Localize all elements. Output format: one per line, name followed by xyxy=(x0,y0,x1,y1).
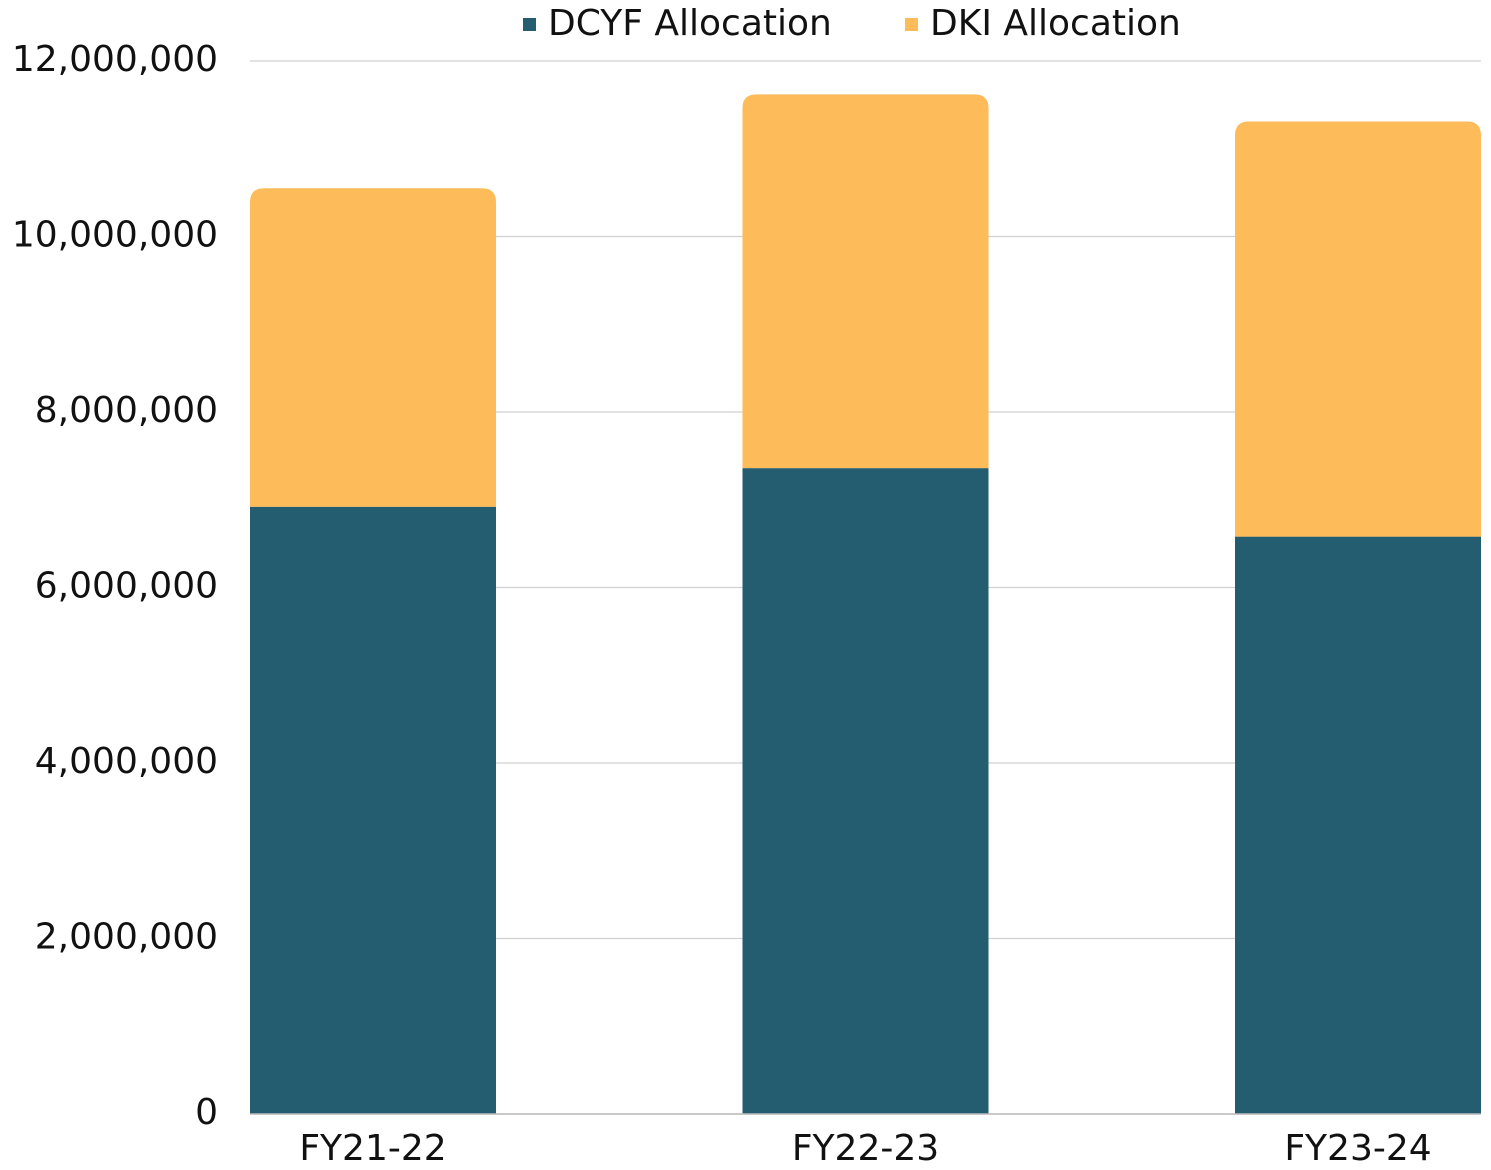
y-tick-label: 4,000,000 xyxy=(35,741,218,782)
bar-segment xyxy=(742,468,989,1114)
legend-label: DKI Allocation xyxy=(930,3,1181,44)
y-tick-label: 2,000,000 xyxy=(35,917,218,958)
bar-segment xyxy=(1235,536,1481,1114)
bar-segment xyxy=(250,188,496,507)
y-tick-label: 8,000,000 xyxy=(35,390,218,431)
bar-segment xyxy=(250,506,496,1114)
y-tick-label: 10,000,000 xyxy=(12,215,218,256)
y-tick-label: 0 xyxy=(195,1092,218,1133)
y-tick-label: 6,000,000 xyxy=(35,566,218,607)
x-tick-label: FY22-23 xyxy=(792,1128,939,1169)
bar-segment xyxy=(1235,121,1481,537)
x-tick-label: FY21-22 xyxy=(299,1128,446,1169)
x-tick-label: FY23-24 xyxy=(1284,1128,1431,1169)
legend-label: DCYF Allocation xyxy=(548,3,832,44)
legend-marker xyxy=(523,18,536,31)
y-tick-label: 12,000,000 xyxy=(12,39,218,80)
bar-segment xyxy=(742,94,989,469)
legend-marker xyxy=(905,18,918,31)
